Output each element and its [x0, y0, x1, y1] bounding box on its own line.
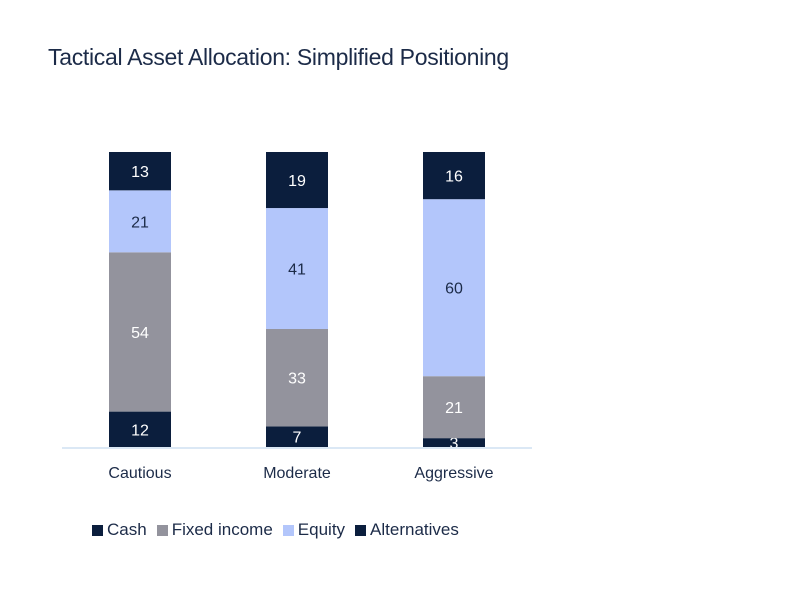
category-labels: Cautious Moderate Aggressive: [108, 465, 493, 482]
legend-label: Fixed income: [171, 520, 273, 539]
data-label-moderate-equity: 41: [288, 262, 306, 279]
bar-segment-aggressive-alternatives: [423, 152, 485, 200]
category-label-cautious: Cautious: [108, 465, 171, 482]
bar-segment-cautious-fixed-income: [109, 252, 171, 412]
chart-title: Tactical Asset Allocation: Simplified Po…: [48, 44, 509, 70]
bar-segment-cautious-equity: [109, 190, 171, 253]
legend-label: Equity: [297, 520, 346, 539]
bar-segment-moderate-fixed-income: [266, 329, 328, 427]
data-label-cautious-cash: 12: [131, 422, 149, 439]
data-label-aggressive-alternatives: 16: [445, 169, 463, 186]
data-label-moderate-cash: 7: [293, 430, 302, 447]
bar-segment-moderate-equity: [266, 208, 328, 329]
legend-label: Cash: [107, 520, 147, 539]
data-label-aggressive-cash: 3: [450, 436, 459, 453]
data-label-cautious-equity: 21: [131, 214, 149, 231]
bar-segment-aggressive-fixed-income: [423, 376, 485, 439]
bars-group: 12 54 21 13 7 33 41 19 3 21 60 16: [109, 152, 485, 453]
legend-item-fixed-income: Fixed income: [156, 520, 273, 540]
data-label-cautious-fixed-income: 54: [131, 325, 149, 342]
data-label-cautious-alternatives: 13: [131, 164, 149, 181]
legend-item-equity: Equity: [282, 520, 346, 540]
bar-segment-cautious-alternatives: [109, 152, 171, 191]
bar-segment-moderate-alternatives: [266, 152, 328, 209]
data-label-moderate-alternatives: 19: [288, 173, 306, 190]
legend-item-cash: Cash: [92, 520, 147, 540]
bar-segment-aggressive-equity: [423, 199, 485, 377]
legend-label: Alternatives: [370, 520, 459, 539]
bar-segment-cautious-cash: [109, 411, 171, 447]
legend-swatch: [355, 524, 367, 536]
legend-swatch: [92, 524, 103, 536]
legend-swatch: [282, 524, 294, 536]
bar-segment-moderate-cash: [266, 426, 328, 447]
bar-segment-aggressive-cash: [423, 438, 485, 447]
legend-item-alternatives: Alternatives: [355, 520, 459, 540]
data-label-aggressive-fixed-income: 21: [445, 400, 463, 417]
data-label-moderate-fixed-income: 33: [288, 371, 306, 388]
legend: Cash Fixed income Equity Alternatives: [92, 520, 459, 540]
category-label-aggressive: Aggressive: [414, 465, 493, 482]
category-label-moderate: Moderate: [263, 465, 331, 482]
data-label-aggressive-equity: 60: [445, 281, 463, 298]
legend-swatch: [156, 524, 168, 536]
